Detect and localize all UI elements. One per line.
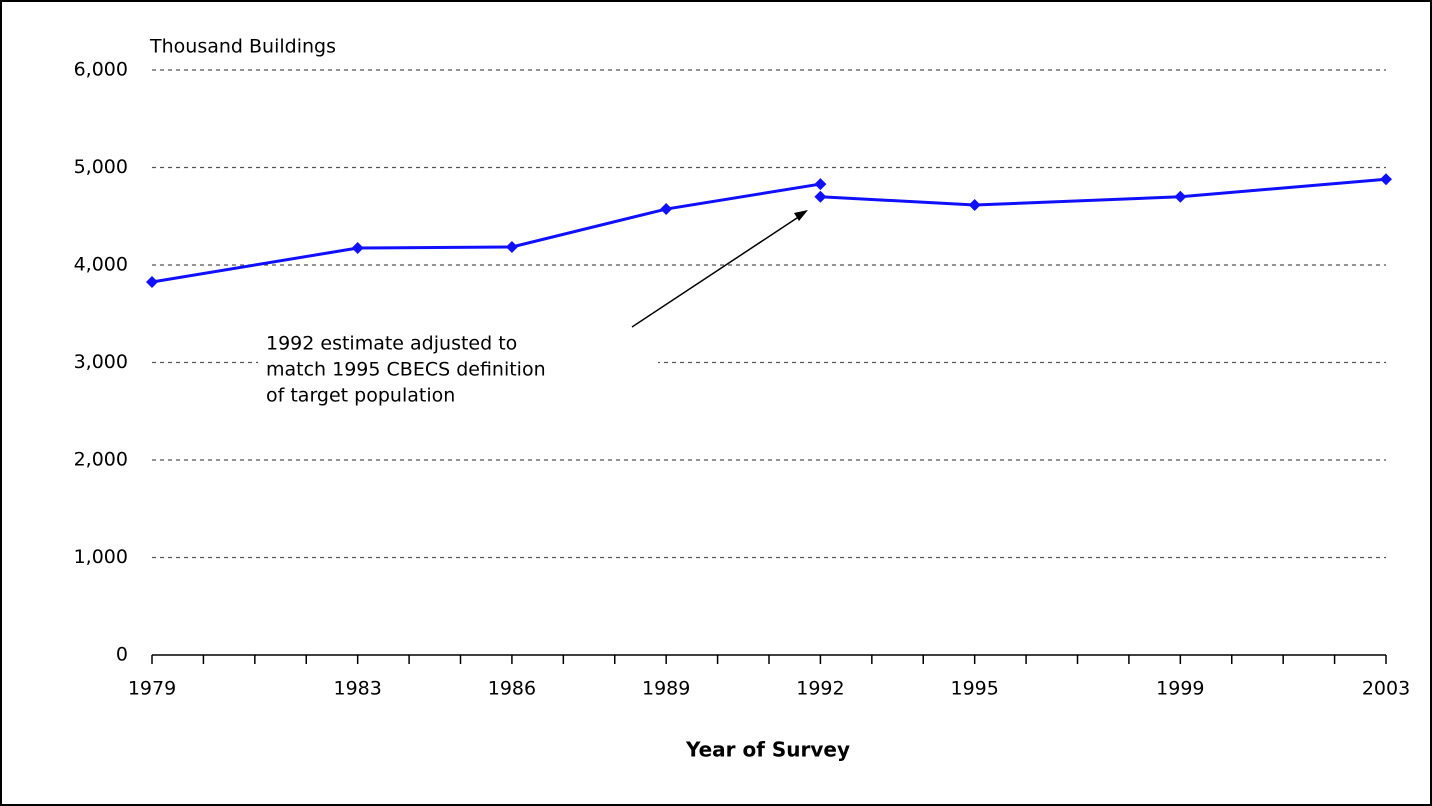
marker bbox=[660, 203, 673, 216]
marker bbox=[968, 199, 981, 212]
x-axis-label: Year of Survey bbox=[685, 738, 850, 762]
annotation-text: 1992 estimate adjusted to bbox=[266, 333, 517, 355]
marker bbox=[505, 240, 518, 253]
x-tick-label: 1979 bbox=[128, 678, 176, 700]
x-tick-label: 1992 bbox=[796, 678, 844, 700]
marker bbox=[351, 242, 364, 255]
y-tick-label: 4,000 bbox=[74, 254, 128, 276]
x-tick-label: 2003 bbox=[1362, 678, 1410, 700]
y-tick-label: 5,000 bbox=[74, 156, 128, 178]
annotation-text: match 1995 CBECS definition bbox=[266, 359, 546, 381]
y-tick-label: 0 bbox=[116, 644, 128, 666]
x-tick-label: 1989 bbox=[642, 678, 690, 700]
marker bbox=[1380, 173, 1392, 186]
y-tick-label: 1,000 bbox=[74, 546, 128, 568]
marker bbox=[814, 190, 827, 203]
annotation-arrow bbox=[631, 215, 801, 328]
y-tick-label: 3,000 bbox=[74, 351, 128, 373]
marker bbox=[146, 275, 158, 288]
marker bbox=[1174, 190, 1187, 203]
y-tick-label: 2,000 bbox=[74, 449, 128, 471]
x-tick-label: 1983 bbox=[333, 678, 381, 700]
marker bbox=[814, 178, 827, 191]
line bbox=[820, 177, 1387, 207]
annotation-arrowhead bbox=[794, 210, 808, 221]
x-tick-label: 1999 bbox=[1156, 678, 1204, 700]
y-tick-label: 6,000 bbox=[74, 59, 128, 81]
y-axis-label: Thousand Buildings bbox=[149, 36, 336, 58]
x-tick-label: 1986 bbox=[488, 678, 536, 700]
annotation-text: of target population bbox=[266, 385, 455, 407]
x-tick-label: 1995 bbox=[950, 678, 998, 700]
annotation-box bbox=[258, 327, 658, 422]
